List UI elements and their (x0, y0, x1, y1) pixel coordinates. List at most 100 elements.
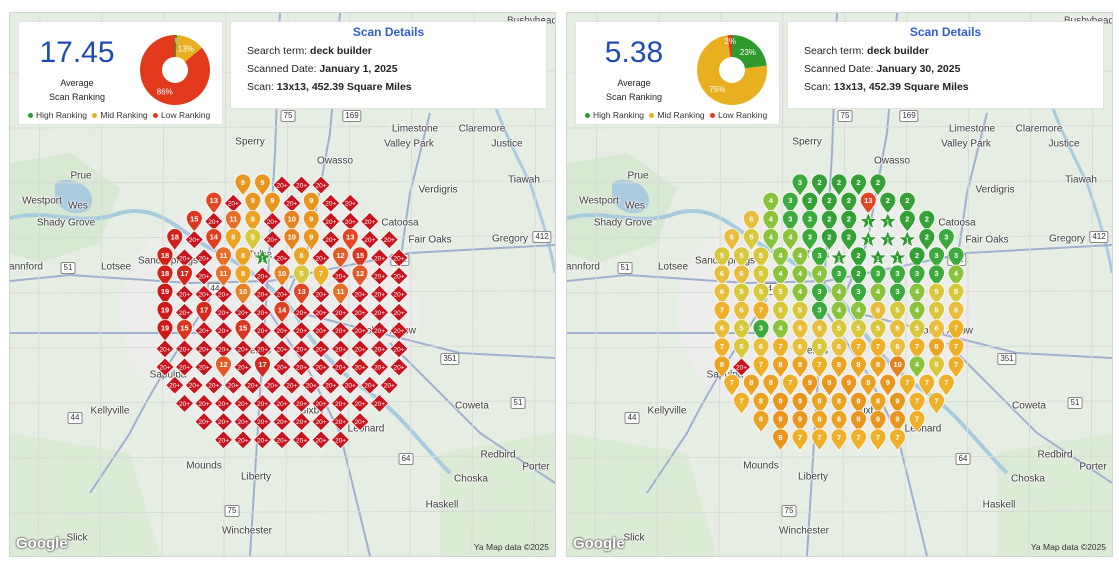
rank-pin[interactable]: 7 (908, 392, 926, 416)
rank-pin[interactable]: 20+ (311, 357, 331, 377)
rank-pin[interactable]: 7 (889, 428, 906, 452)
rank-pin[interactable]: 20+ (252, 302, 273, 322)
rank-pin[interactable]: 20+ (369, 393, 390, 413)
rank-pin[interactable]: 9 (263, 191, 281, 215)
rank-pin[interactable]: 20+ (213, 284, 234, 304)
rank-pin[interactable]: 20+ (213, 393, 234, 413)
rank-pin[interactable]: 15 (234, 319, 252, 343)
rank-pin[interactable]: 20+ (174, 357, 195, 377)
rank-pin[interactable]: 5 (947, 282, 965, 306)
rank-pin[interactable]: 4 (781, 228, 799, 252)
rank-pin[interactable]: 5 (811, 337, 828, 361)
rank-pin[interactable]: 20+ (311, 302, 331, 322)
rank-pin[interactable]: 20+ (194, 266, 214, 286)
rank-pin[interactable]: 5 (752, 282, 770, 306)
rank-pin[interactable]: 4 (908, 355, 926, 379)
rank-pin[interactable]: 20+ (350, 357, 370, 377)
rank-pin[interactable]: 7 (781, 373, 799, 397)
rank-pin[interactable]: 2 (918, 210, 936, 234)
rank-pin[interactable]: 20+ (340, 375, 360, 395)
rank-pin[interactable]: 7 (908, 337, 926, 361)
rank-pin[interactable]: 20+ (204, 375, 224, 395)
rank-pin[interactable]: 20+ (252, 339, 273, 359)
rank-pin[interactable]: 20+ (282, 193, 302, 213)
rank-pin[interactable]: 7 (898, 373, 916, 397)
rank-pin[interactable]: 9 (889, 392, 906, 416)
rank-pin[interactable]: 20+ (379, 375, 399, 395)
rank-pin[interactable]: 3 (928, 246, 945, 270)
rank-pin[interactable]: 7 (918, 373, 936, 397)
rank-pin[interactable]: 20+ (350, 412, 370, 432)
rank-pin[interactable]: 4 (850, 301, 867, 325)
rank-pin[interactable]: 6 (889, 319, 906, 343)
rank-pin[interactable]: 2 (840, 191, 858, 215)
rank-pin[interactable]: 20+ (252, 393, 273, 413)
rank-pin[interactable]: 6 (752, 337, 770, 361)
rank-pin[interactable]: 15 (351, 246, 369, 270)
rank-pin[interactable]: 2 (820, 228, 838, 252)
rank-pin[interactable]: 20+ (174, 339, 195, 359)
rank-pin[interactable]: 17 (254, 355, 271, 379)
rank-pin[interactable]: 20+ (262, 375, 282, 395)
rank-pin[interactable]: 9 (302, 191, 320, 215)
rank-pin[interactable]: 7 (908, 410, 926, 434)
rank-pin[interactable]: 2 (898, 210, 916, 234)
rank-pin[interactable]: 2 (898, 191, 916, 215)
rank-pin[interactable]: 6 (742, 210, 760, 234)
rank-pin[interactable]: 5 (293, 264, 310, 288)
rank-pin[interactable]: 8 (811, 410, 828, 434)
rank-pin[interactable]: 20+ (174, 248, 195, 268)
rank-pin[interactable]: 20+ (291, 339, 312, 359)
rank-pin[interactable]: 2 (908, 246, 926, 270)
rank-pin[interactable]: 1 (858, 211, 879, 230)
rank-pin[interactable]: 5 (733, 282, 750, 306)
rank-pin[interactable]: 7 (811, 428, 828, 452)
rank-pin[interactable]: 20+ (184, 375, 204, 395)
rank-pin[interactable]: 5 (733, 337, 750, 361)
rank-pin[interactable]: 6 (928, 319, 945, 343)
rank-pin[interactable]: 7 (811, 355, 828, 379)
rank-pin[interactable]: 4 (869, 282, 887, 306)
rank-pin[interactable]: 20+ (272, 321, 292, 341)
rank-pin[interactable]: 8 (869, 355, 887, 379)
rank-pin[interactable]: 8 (869, 392, 887, 416)
rank-pin[interactable]: 1 (252, 247, 273, 267)
rank-pin[interactable]: 5 (830, 319, 848, 343)
rank-pin[interactable]: 20+ (291, 175, 312, 195)
rank-pin[interactable]: 9 (772, 392, 789, 416)
rank-pin[interactable]: 19 (156, 282, 174, 306)
rank-pin[interactable]: 20+ (340, 193, 360, 213)
rank-pin[interactable]: 13 (293, 282, 310, 306)
rank-pin[interactable]: 20+ (369, 357, 390, 377)
rank-pin[interactable]: 8 (713, 355, 731, 379)
rank-pin[interactable]: 3 (947, 246, 965, 270)
rank-pin[interactable]: 7 (947, 319, 965, 343)
rank-pin[interactable]: 20+ (233, 412, 253, 432)
rank-pin[interactable]: 12 (332, 246, 349, 270)
rank-pin[interactable]: 5 (772, 282, 789, 306)
rank-pin[interactable]: 2 (850, 173, 867, 197)
rank-pin[interactable]: 5 (713, 246, 731, 270)
rank-pin[interactable]: 20+ (389, 266, 409, 286)
rank-pin[interactable]: 9 (234, 173, 252, 197)
rank-pin[interactable]: 20+ (243, 375, 263, 395)
rank-pin[interactable]: 20+ (291, 321, 312, 341)
rank-pin[interactable]: 4 (772, 264, 789, 288)
rank-pin[interactable]: 2 (811, 173, 828, 197)
rank-pin[interactable]: 4 (762, 210, 780, 234)
rank-pin[interactable]: 13 (341, 228, 359, 252)
rank-pin[interactable]: 3 (811, 246, 828, 270)
rank-pin[interactable]: 9 (850, 410, 867, 434)
rank-pin[interactable]: 10 (283, 210, 301, 234)
rank-pin[interactable]: 8 (752, 392, 770, 416)
rank-pin[interactable]: 20+ (321, 230, 341, 250)
rank-pin[interactable]: 11 (215, 264, 232, 288)
rank-pin[interactable]: 20+ (360, 375, 380, 395)
rank-pin[interactable]: 20+ (233, 430, 253, 450)
rank-pin[interactable]: 20+ (272, 175, 292, 195)
rank-pin[interactable]: 4 (830, 282, 848, 306)
rank-pin[interactable]: 3 (811, 301, 828, 325)
rank-pin[interactable]: 20+ (213, 302, 234, 322)
rank-pin[interactable]: 8 (234, 246, 252, 270)
rank-pin[interactable]: 6 (733, 264, 750, 288)
